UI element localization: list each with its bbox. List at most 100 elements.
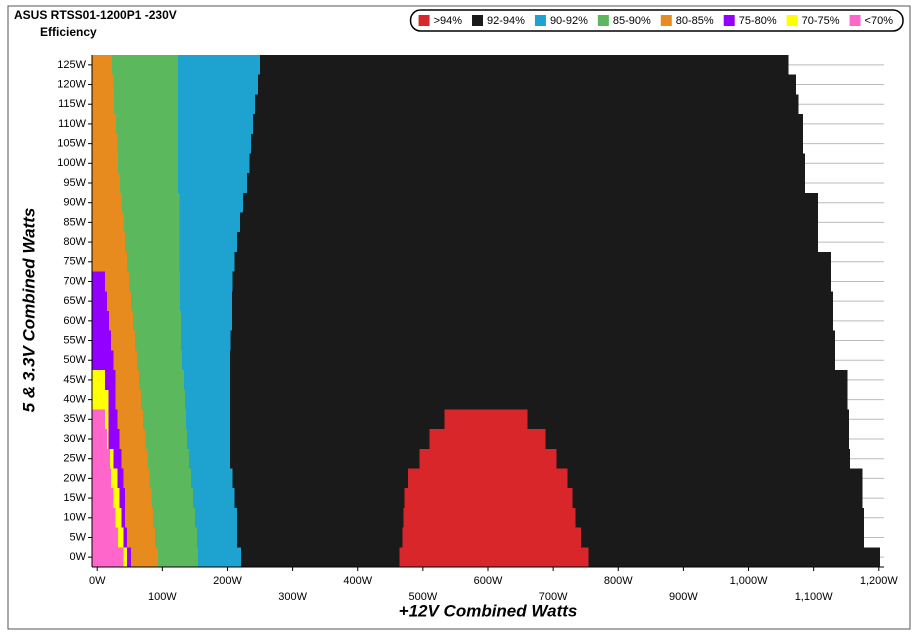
y-tick-label: 105W <box>57 138 86 150</box>
y-tick-label: 0W <box>70 551 87 563</box>
band-segment <box>115 389 141 410</box>
y-tick-label: 60W <box>63 315 86 327</box>
band-segment <box>177 55 261 75</box>
band-segment <box>121 448 148 469</box>
y-tick-label: 5W <box>70 531 87 543</box>
band-segment <box>92 74 114 95</box>
peak-region <box>407 468 568 489</box>
band-segment <box>123 212 180 233</box>
band-segment <box>121 507 126 528</box>
band-segment <box>179 251 235 272</box>
band-segment <box>131 547 158 567</box>
y-tick-label: 75W <box>63 256 86 268</box>
y-tick-label: 55W <box>63 334 86 346</box>
y-tick-label: 110W <box>58 118 87 130</box>
y-tick-label: 45W <box>63 374 86 386</box>
band-segment <box>179 232 238 252</box>
legend-swatch <box>534 15 546 26</box>
band-segment <box>116 114 178 134</box>
x-tick-label: 600W <box>474 575 503 587</box>
y-tick-label: 25W <box>63 453 86 465</box>
band-segment <box>230 330 836 351</box>
band-segment <box>134 330 182 351</box>
y-tick-label: 15W <box>63 492 86 504</box>
band-segment <box>123 468 150 489</box>
band-segment <box>179 212 240 233</box>
peak-region <box>444 409 528 430</box>
band-segment <box>119 488 126 508</box>
band-segment <box>145 429 188 449</box>
band-segment <box>113 74 178 95</box>
band-segment <box>113 488 120 508</box>
band-segment <box>129 271 180 292</box>
band-segment <box>120 173 178 193</box>
axes: 0W 5W 10W 15W 20W 25W 30W 35W 40W 45W 50W 55W 60W 65W… <box>57 55 898 603</box>
band-segment <box>123 547 128 567</box>
peak-region <box>402 527 582 548</box>
band-segment <box>123 527 128 548</box>
x-tick-label: 400W <box>343 575 372 587</box>
band-segment <box>113 448 122 469</box>
band-segment <box>232 311 834 331</box>
band-segment <box>118 153 178 174</box>
x-tick-label: 300W <box>278 591 307 603</box>
band-segment <box>191 468 233 489</box>
band-segment <box>131 291 180 311</box>
x-tick-label: 200W <box>213 575 242 587</box>
band-segment <box>92 389 109 410</box>
y-tick-label: 70W <box>63 275 86 287</box>
band-segment <box>151 488 193 508</box>
band-segment <box>177 74 259 95</box>
band-segment <box>92 507 116 528</box>
band-segment <box>177 114 253 134</box>
band-segment <box>114 94 178 115</box>
band-segment <box>185 409 231 430</box>
band-segment <box>179 192 244 213</box>
legend-swatch <box>597 15 609 26</box>
band-segment <box>92 173 121 193</box>
band-segment <box>234 251 832 272</box>
band-segment <box>153 507 195 528</box>
band-segment <box>243 192 819 213</box>
legend-swatch <box>418 15 430 26</box>
band-segment <box>194 507 238 528</box>
peak-region <box>403 507 576 528</box>
band-segment <box>92 133 118 154</box>
band-segment <box>177 153 250 174</box>
band-segment <box>250 133 804 154</box>
band-segment <box>92 94 115 115</box>
legend-label: <70% <box>865 15 894 27</box>
legend-box <box>409 9 904 32</box>
band-segment <box>230 389 848 410</box>
band-segment <box>112 55 178 75</box>
band-segment <box>230 350 836 371</box>
band-segment <box>136 350 182 371</box>
x-tick-label: 100W <box>148 591 177 603</box>
band-segment <box>92 251 128 272</box>
x-axis-title: +12V Combined Watts <box>399 601 578 620</box>
y-tick-label: 20W <box>63 472 86 484</box>
band-segment <box>155 527 197 548</box>
band-segment <box>115 507 122 528</box>
legend-swatch <box>786 15 798 26</box>
band-segment <box>149 468 191 489</box>
band-segment <box>105 370 116 390</box>
band-segment <box>108 409 118 430</box>
y-tick-label: 95W <box>63 177 86 189</box>
peak-region <box>404 488 573 508</box>
band-segment <box>119 429 146 449</box>
x-tick-label: 500W <box>408 591 437 603</box>
band-segment <box>127 547 132 567</box>
x-tick-label: 800W <box>604 575 633 587</box>
band-segment <box>121 192 180 213</box>
band-segment <box>117 133 178 154</box>
band-segment <box>252 114 804 134</box>
band-segment <box>181 350 231 371</box>
band-segment <box>106 291 132 311</box>
legend-label: 90-92% <box>550 15 588 27</box>
band-segment <box>177 133 251 154</box>
band-segment <box>92 370 106 390</box>
band-segment <box>179 271 233 292</box>
band-segment <box>92 527 119 548</box>
